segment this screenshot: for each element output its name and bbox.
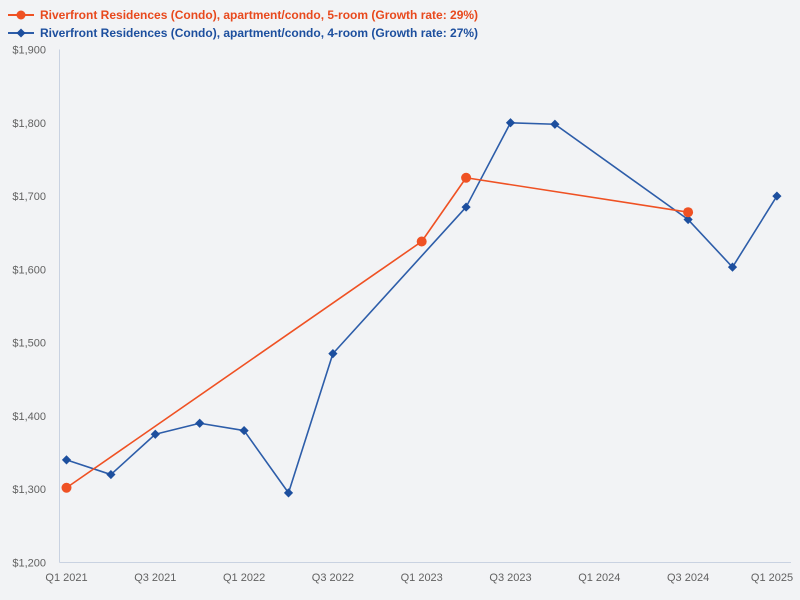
- data-point-marker: [461, 202, 471, 212]
- x-tick-label: Q1 2022: [223, 572, 265, 584]
- y-tick-label: $1,400: [12, 411, 46, 423]
- x-tick-label: Q3 2021: [134, 572, 176, 584]
- data-point-marker: [61, 455, 72, 465]
- legend-item-4-room: Riverfront Residences (Condo), apartment…: [8, 25, 478, 41]
- data-point-marker: [683, 214, 693, 225]
- y-tick-label: $1,900: [12, 45, 46, 57]
- data-point-marker: [505, 118, 516, 128]
- data-point-marker: [461, 172, 472, 183]
- y-tick-label: $1,500: [12, 338, 46, 350]
- data-point-marker: [416, 236, 427, 247]
- x-tick-label: Q3 2022: [312, 572, 354, 584]
- x-tick-label: Q1 2021: [45, 572, 87, 584]
- data-point-marker: [772, 191, 782, 201]
- data-point-marker: [239, 425, 249, 436]
- legend-item-5-room: Riverfront Residences (Condo), apartment…: [8, 7, 478, 23]
- x-tick-label: Q1 2023: [401, 572, 443, 584]
- data-point-marker: [283, 488, 294, 498]
- series-line-0: [65, 176, 689, 489]
- data-point-marker: [550, 119, 560, 129]
- legend-circle-marker-icon: [8, 9, 34, 21]
- y-tick-label: $1,700: [12, 191, 46, 203]
- legend-label-4-room: Riverfront Residences (Condo), apartment…: [40, 26, 479, 40]
- x-tick-label: Q3 2024: [667, 572, 709, 584]
- data-point-marker: [683, 207, 694, 218]
- series-line-1: [65, 121, 778, 494]
- data-point-marker: [727, 262, 738, 272]
- y-tick-label: $1,600: [12, 264, 46, 276]
- x-tick-label: Q1 2025: [751, 572, 793, 584]
- y-tick-label: $1,800: [12, 118, 46, 130]
- legend: Riverfront Residences (Condo), apartment…: [8, 7, 478, 41]
- y-tick-label: $1,300: [12, 484, 46, 496]
- data-point-marker: [328, 349, 338, 359]
- data-point-marker: [61, 482, 72, 493]
- data-point-marker: [150, 429, 160, 439]
- x-tick-label: Q3 2023: [489, 572, 531, 584]
- data-point-marker: [106, 469, 116, 480]
- legend-diamond-marker-icon: [8, 27, 34, 39]
- x-tick-label: Q1 2024: [578, 572, 620, 584]
- data-point-marker: [195, 418, 205, 428]
- y-tick-label: $1,200: [12, 558, 46, 570]
- legend-label-5-room: Riverfront Residences (Condo), apartment…: [40, 8, 479, 22]
